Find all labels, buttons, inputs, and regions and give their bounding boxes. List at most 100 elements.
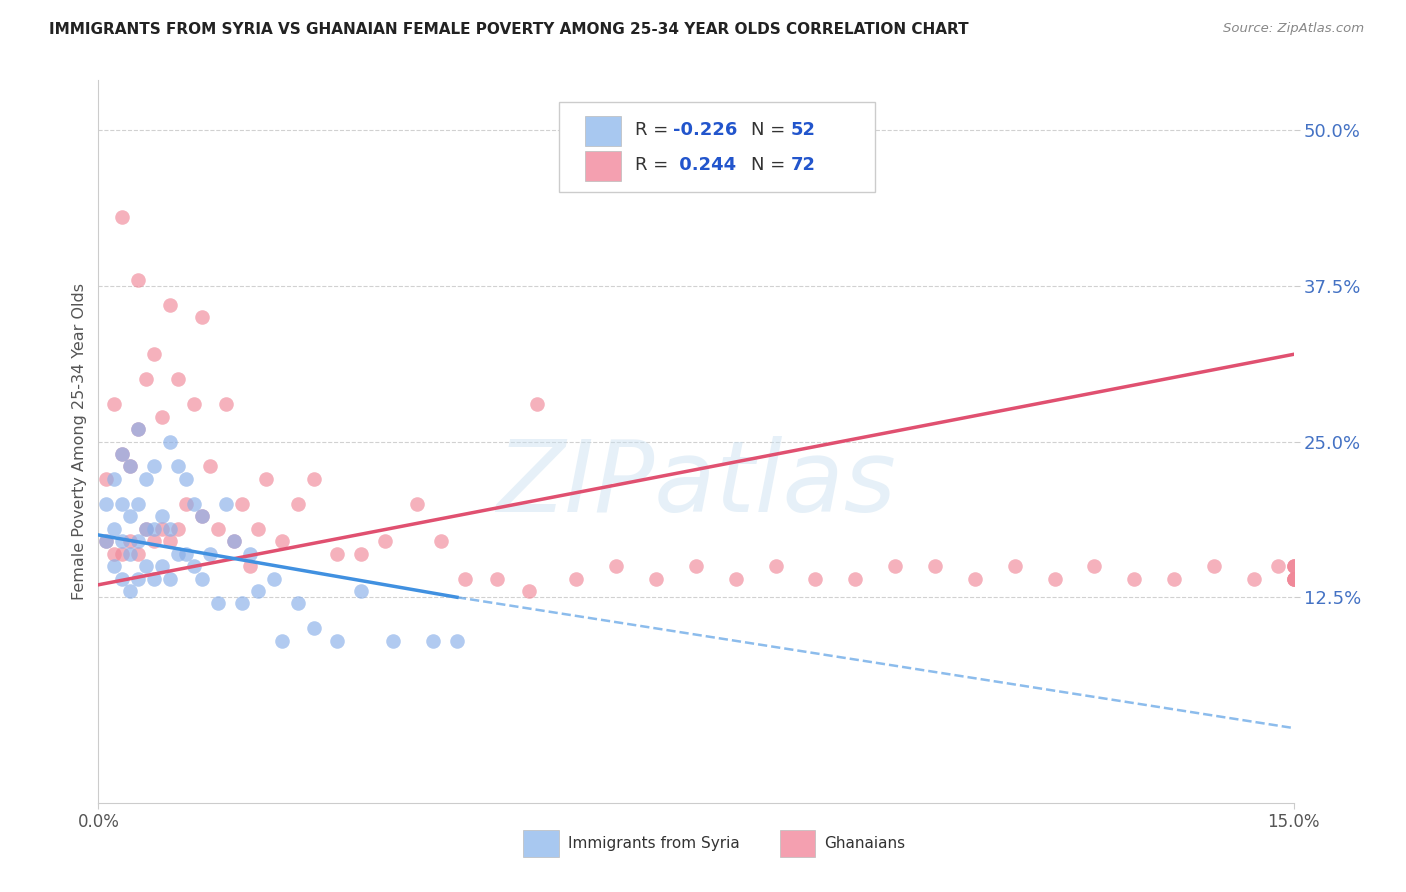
Text: Ghanaians: Ghanaians: [824, 836, 905, 851]
Point: [103, 522, 125, 536]
Point: [150, 409, 173, 424]
Point: [239, 547, 262, 561]
Point: [191, 509, 214, 524]
Text: -0.226: -0.226: [673, 120, 738, 139]
Point: [207, 597, 229, 611]
Point: [183, 397, 205, 411]
Point: [1282, 559, 1305, 574]
Point: [198, 459, 221, 474]
Point: [150, 559, 173, 574]
Point: [120, 534, 142, 549]
Point: [127, 497, 149, 511]
Point: [143, 572, 166, 586]
Point: [302, 472, 325, 486]
Point: [231, 497, 253, 511]
Point: [103, 547, 125, 561]
Point: [159, 534, 181, 549]
Point: [103, 472, 125, 486]
Point: [406, 497, 429, 511]
Point: [231, 597, 253, 611]
Point: [804, 572, 827, 586]
Point: [191, 509, 214, 524]
Text: IMMIGRANTS FROM SYRIA VS GHANAIAN FEMALE POVERTY AMONG 25-34 YEAR OLDS CORRELATI: IMMIGRANTS FROM SYRIA VS GHANAIAN FEMALE…: [49, 22, 969, 37]
Point: [1282, 572, 1305, 586]
Point: [1083, 559, 1105, 574]
Point: [239, 559, 262, 574]
Point: [1282, 572, 1305, 586]
Point: [127, 547, 149, 561]
Point: [111, 211, 134, 225]
Point: [270, 633, 292, 648]
Point: [111, 534, 134, 549]
Point: [96, 534, 118, 549]
FancyBboxPatch shape: [523, 830, 558, 857]
Point: [1282, 559, 1305, 574]
Point: [302, 621, 325, 635]
Point: [127, 272, 149, 286]
FancyBboxPatch shape: [779, 830, 815, 857]
Point: [350, 547, 373, 561]
Point: [159, 572, 181, 586]
Point: [174, 472, 197, 486]
Point: [159, 522, 181, 536]
FancyBboxPatch shape: [558, 102, 876, 193]
Point: [270, 534, 292, 549]
Point: [127, 534, 149, 549]
Point: [127, 422, 149, 436]
Point: [924, 559, 946, 574]
Point: [430, 534, 453, 549]
Point: [685, 559, 707, 574]
Point: [526, 397, 548, 411]
Point: [454, 572, 477, 586]
Point: [167, 522, 190, 536]
Point: [215, 397, 238, 411]
Point: [287, 497, 309, 511]
Point: [246, 522, 269, 536]
Point: [963, 572, 986, 586]
Point: [1043, 572, 1066, 586]
Point: [1282, 572, 1305, 586]
Point: [1004, 559, 1026, 574]
Point: [1163, 572, 1185, 586]
Point: [135, 472, 157, 486]
Point: [565, 572, 588, 586]
Point: [446, 633, 468, 648]
Text: 72: 72: [790, 156, 815, 174]
Point: [215, 497, 238, 511]
Text: Immigrants from Syria: Immigrants from Syria: [568, 836, 740, 851]
Point: [422, 633, 444, 648]
Point: [350, 584, 373, 599]
Point: [884, 559, 907, 574]
Text: 52: 52: [790, 120, 815, 139]
Point: [127, 572, 149, 586]
Point: [143, 459, 166, 474]
Point: [96, 534, 118, 549]
Point: [120, 584, 142, 599]
Point: [159, 297, 181, 311]
Point: [111, 497, 134, 511]
Point: [174, 497, 197, 511]
Point: [287, 597, 309, 611]
Point: [120, 509, 142, 524]
Point: [222, 534, 245, 549]
Point: [111, 447, 134, 461]
Point: [517, 584, 540, 599]
Point: [120, 459, 142, 474]
Point: [143, 522, 166, 536]
Text: N =: N =: [751, 156, 792, 174]
Point: [111, 547, 134, 561]
Point: [135, 522, 157, 536]
Point: [127, 422, 149, 436]
Point: [765, 559, 787, 574]
Text: R =: R =: [636, 156, 673, 174]
Text: N =: N =: [751, 120, 792, 139]
Point: [174, 547, 197, 561]
Text: R =: R =: [636, 120, 673, 139]
Point: [159, 434, 181, 449]
Point: [111, 447, 134, 461]
Point: [143, 347, 166, 361]
Point: [1202, 559, 1225, 574]
Point: [263, 572, 285, 586]
Point: [143, 534, 166, 549]
Point: [645, 572, 668, 586]
